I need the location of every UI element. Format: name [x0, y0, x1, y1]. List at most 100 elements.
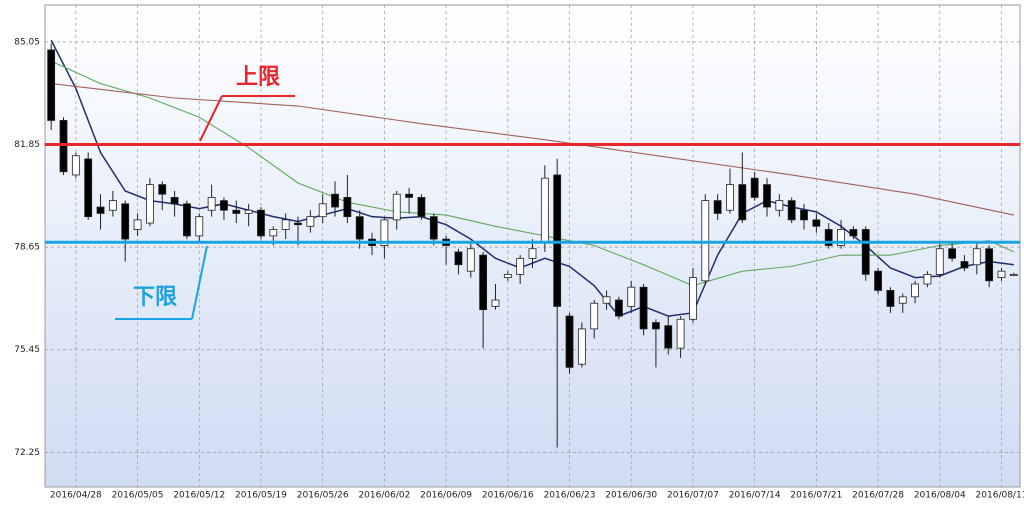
callout-pointer	[191, 245, 208, 320]
candle-body	[701, 200, 710, 282]
candle-body	[824, 229, 833, 246]
candle-body	[355, 216, 364, 240]
grid: 72.25 75.45 78.65 81.85 85.05 2016/04/28 2016/…	[14, 5, 1024, 501]
candle-body	[96, 206, 105, 214]
x-tick-label: 2016/08/11	[976, 491, 1024, 501]
x-tick-label: 2016/05/19	[235, 491, 287, 501]
candle-body	[232, 209, 241, 214]
candle-body	[294, 222, 302, 226]
candle-body	[479, 254, 488, 311]
candle-body	[602, 296, 611, 304]
candle-body	[639, 286, 648, 330]
candle-body	[676, 318, 685, 349]
candle-body	[750, 177, 759, 198]
candle-body	[590, 302, 599, 330]
candle-body	[763, 184, 771, 208]
candle-body	[861, 229, 870, 275]
candle-body	[713, 200, 722, 214]
x-tick-label: 2016/07/21	[790, 491, 842, 501]
candle-body	[997, 270, 1006, 278]
candle-body	[738, 184, 747, 221]
candle-body	[121, 203, 130, 240]
y-tick-label: 85.05	[14, 37, 40, 47]
candle-body	[898, 296, 907, 304]
x-tick-label: 2016/07/14	[729, 491, 781, 501]
candle-body	[837, 229, 845, 246]
y-tick-label: 72.25	[14, 448, 40, 458]
candle-body	[787, 200, 796, 221]
marks	[47, 39, 1018, 448]
callout-pointer	[199, 95, 223, 142]
candle-body	[71, 155, 80, 176]
candle-body	[146, 184, 154, 224]
candle-body	[689, 277, 697, 320]
y-tick-label: 81.85	[14, 140, 40, 150]
candle-body	[874, 270, 882, 291]
x-tick-label: 2016/05/26	[297, 491, 349, 501]
candle-body	[627, 286, 636, 307]
candle-body	[454, 251, 463, 266]
candle-body	[664, 325, 673, 349]
candle-body	[812, 219, 821, 227]
x-tick-label: 2016/05/05	[112, 491, 164, 501]
candle-body	[985, 248, 994, 282]
candle-body	[269, 229, 278, 237]
candle-body	[553, 174, 562, 307]
candle-body	[923, 273, 932, 285]
candle-body	[306, 216, 315, 227]
candle-body	[775, 200, 784, 211]
candle-body	[343, 197, 352, 218]
candle-body	[528, 248, 537, 259]
candle-body	[195, 216, 204, 237]
candle-body	[503, 273, 512, 278]
candle-body	[429, 216, 438, 240]
x-tick-label: 2016/07/28	[852, 491, 904, 501]
candle-body	[133, 219, 142, 230]
candle-body	[565, 315, 574, 368]
candle-body	[886, 290, 895, 307]
candle-body	[392, 193, 401, 221]
x-tick-label: 2016/04/28	[50, 491, 102, 501]
candle-body	[47, 49, 56, 121]
candle-body	[849, 229, 858, 237]
candle-body	[257, 209, 265, 237]
limit-label: 下限	[133, 285, 177, 310]
candle-body	[417, 197, 426, 218]
candle-body	[466, 248, 475, 272]
candle-body	[948, 248, 957, 259]
candle-body	[380, 219, 389, 246]
candle-body	[960, 261, 969, 269]
candle-body	[935, 248, 944, 275]
x-tick-label: 2016/06/16	[482, 491, 534, 501]
y-tick-label: 75.45	[14, 345, 40, 355]
candle-body	[59, 120, 68, 173]
x-tick-label: 2016/07/07	[667, 491, 719, 501]
x-tick-label: 2016/06/30	[605, 491, 657, 501]
candle-body	[540, 177, 549, 243]
candle-body	[614, 299, 623, 317]
limit-label: 上限	[236, 65, 280, 90]
candle-body	[318, 203, 327, 218]
candle-body	[183, 203, 191, 237]
y-tick-label: 78.65	[14, 243, 40, 253]
candle-body	[726, 184, 734, 211]
candle-body	[108, 200, 117, 211]
candle-body	[652, 322, 660, 330]
candle-body	[281, 219, 290, 230]
candle-body	[84, 158, 93, 218]
candle-body	[800, 209, 808, 221]
x-tick-label: 2016/06/09	[420, 491, 472, 501]
x-tick-label: 2016/06/02	[358, 491, 410, 501]
candle-body	[491, 299, 500, 307]
candle-body	[244, 209, 253, 214]
candle-body	[405, 193, 413, 198]
candle-body	[158, 184, 167, 195]
candle-body	[577, 328, 586, 365]
candle-body	[972, 248, 981, 266]
candle-body	[170, 197, 179, 205]
candle-body	[207, 197, 216, 211]
x-tick-label: 2016/08/04	[914, 491, 966, 501]
